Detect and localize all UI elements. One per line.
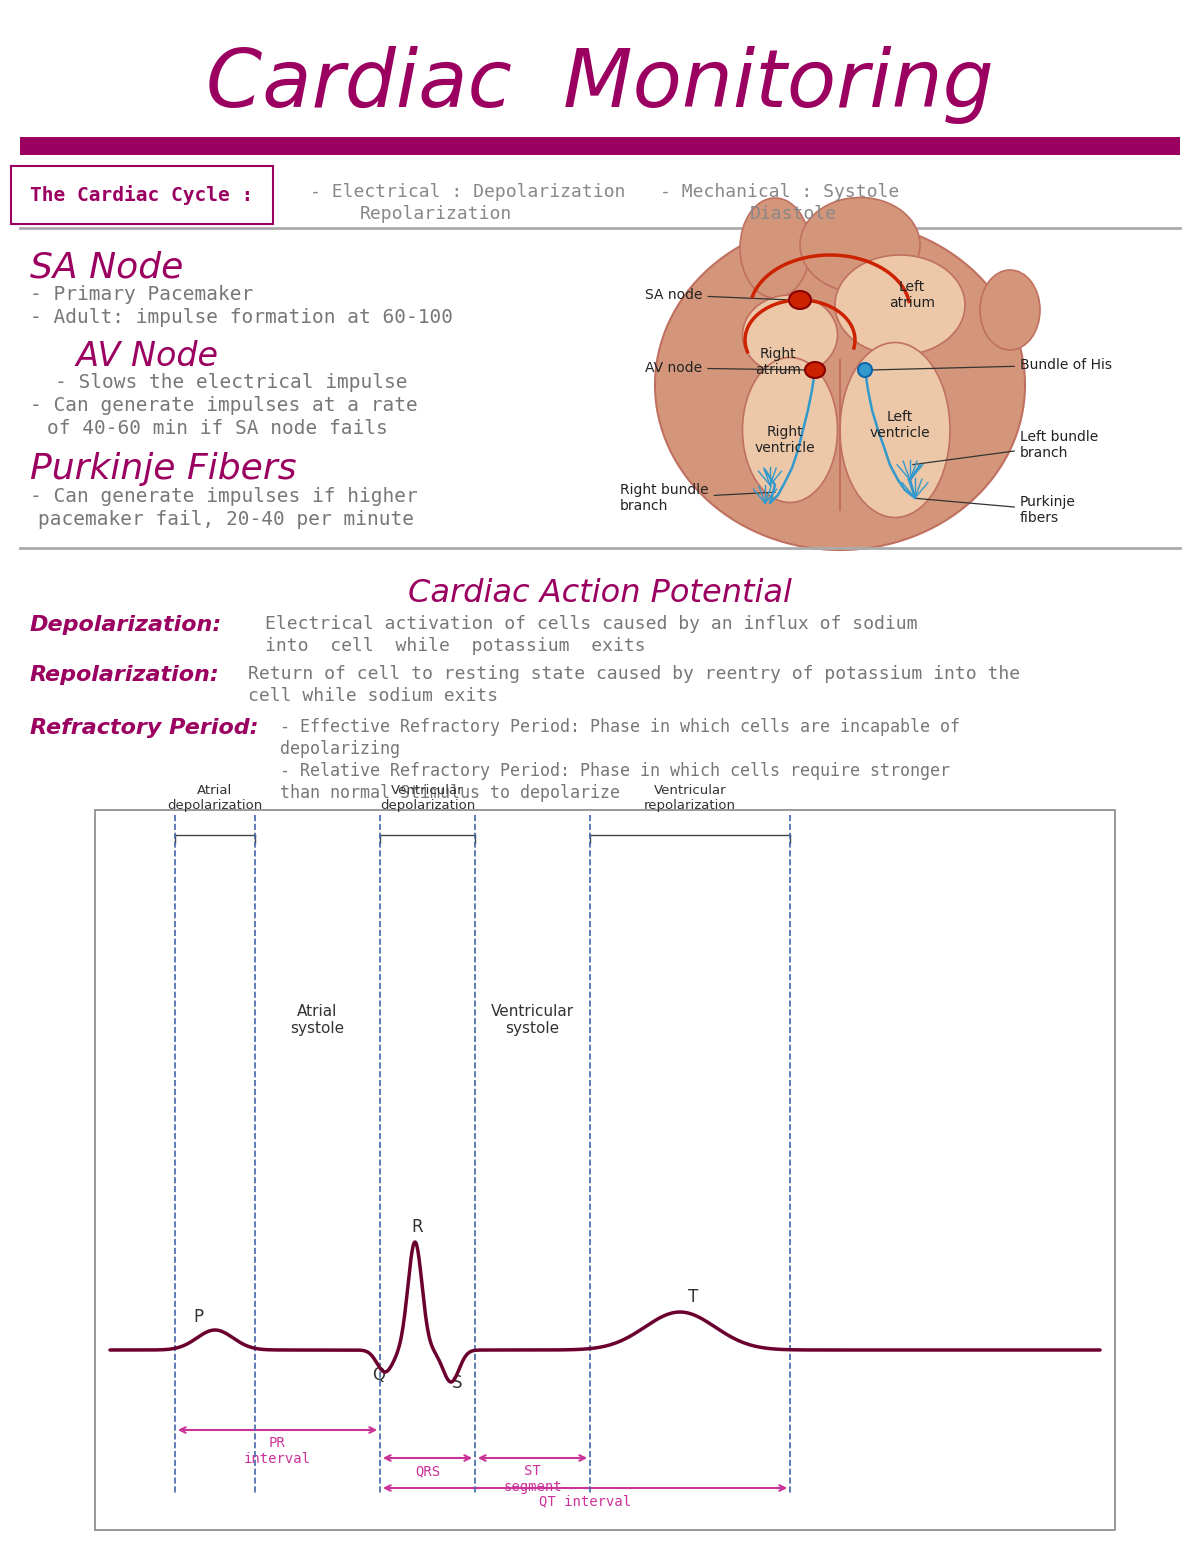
Text: Left bundle
branch: Left bundle branch <box>913 429 1098 465</box>
Text: Diastole: Diastole <box>750 205 838 223</box>
Text: depolarizing: depolarizing <box>280 739 400 758</box>
Text: Return of cell to resting state caused by reentry of potassium into the: Return of cell to resting state caused b… <box>248 665 1020 684</box>
Text: AV node: AV node <box>646 361 804 375</box>
Text: - Can generate impulses if higher: - Can generate impulses if higher <box>30 487 418 505</box>
Text: QT interval: QT interval <box>539 1494 631 1508</box>
Text: Right
atrium: Right atrium <box>755 347 802 377</box>
Text: The Cardiac Cycle :: The Cardiac Cycle : <box>30 184 253 205</box>
Text: Electrical activation of cells caused by an influx of sodium: Electrical activation of cells caused by… <box>265 615 918 632</box>
Text: cell while sodium exits: cell while sodium exits <box>248 687 498 705</box>
Text: - Adult: impulse formation at 60-100: - Adult: impulse formation at 60-100 <box>30 308 454 327</box>
Text: - Effective Refractory Period: Phase in which cells are incapable of: - Effective Refractory Period: Phase in … <box>280 718 960 736</box>
Text: Left
ventricle: Left ventricle <box>870 409 930 440</box>
Text: - Relative Refractory Period: Phase in which cells require stronger: - Relative Refractory Period: Phase in w… <box>280 763 950 780</box>
Text: SA node: SA node <box>646 288 790 302</box>
Text: - Electrical : Depolarization: - Electrical : Depolarization <box>310 183 625 202</box>
Ellipse shape <box>743 358 838 502</box>
Text: P: P <box>193 1308 203 1325</box>
Text: Atrial
depolarization: Atrial depolarization <box>167 784 263 812</box>
Ellipse shape <box>790 291 811 308</box>
Text: than normal Stimulus to depolarize: than normal Stimulus to depolarize <box>280 784 620 801</box>
Bar <box>20 136 1180 155</box>
Text: T: T <box>688 1288 698 1307</box>
Ellipse shape <box>740 198 810 298</box>
Text: Right
ventricle: Right ventricle <box>755 425 815 456</box>
Text: into  cell  while  potassium  exits: into cell while potassium exits <box>265 637 646 656</box>
Ellipse shape <box>805 363 826 378</box>
Text: Ventricular
repolarization: Ventricular repolarization <box>644 784 736 812</box>
Text: R: R <box>410 1218 422 1235</box>
Ellipse shape <box>980 270 1040 350</box>
Text: AV Node: AV Node <box>55 339 218 374</box>
Text: Purkinje
fibers: Purkinje fibers <box>914 494 1076 525</box>
Ellipse shape <box>800 197 920 293</box>
Ellipse shape <box>743 294 838 375</box>
Text: Repolarization:: Repolarization: <box>30 665 220 685</box>
Circle shape <box>858 363 872 377</box>
Text: Bundle of His: Bundle of His <box>872 358 1112 372</box>
Text: Cardiac Action Potential: Cardiac Action Potential <box>408 578 792 609</box>
Text: - Slows the electrical impulse: - Slows the electrical impulse <box>55 374 408 392</box>
Text: ST
segment: ST segment <box>503 1465 562 1494</box>
Text: PR
interval: PR interval <box>244 1435 311 1466</box>
Bar <box>95 811 1115 1530</box>
Text: Repolarization: Repolarization <box>360 205 512 223</box>
Text: Atrial
systole: Atrial systole <box>290 1004 344 1037</box>
Ellipse shape <box>655 220 1025 550</box>
Ellipse shape <box>840 343 950 518</box>
Text: - Primary Pacemaker: - Primary Pacemaker <box>30 285 253 304</box>
Text: - Mechanical : Systole: - Mechanical : Systole <box>660 183 899 202</box>
Text: SA Node: SA Node <box>30 250 184 284</box>
Text: Q: Q <box>372 1366 385 1384</box>
Text: QRS: QRS <box>415 1465 440 1479</box>
Text: pacemaker fail, 20-40 per minute: pacemaker fail, 20-40 per minute <box>38 510 414 529</box>
Text: Refractory Period:: Refractory Period: <box>30 718 258 738</box>
Text: Cardiac  Monitoring: Cardiac Monitoring <box>206 46 994 124</box>
Text: S: S <box>452 1373 462 1392</box>
Ellipse shape <box>835 256 965 355</box>
Text: Ventricular
depolarization: Ventricular depolarization <box>380 784 475 812</box>
Text: Right bundle
branch: Right bundle branch <box>620 484 775 513</box>
Text: - Can generate impulses at a rate: - Can generate impulses at a rate <box>30 395 418 415</box>
Text: of 40-60 min if SA node fails: of 40-60 min if SA node fails <box>47 418 388 439</box>
Text: Purkinje Fibers: Purkinje Fibers <box>30 453 296 487</box>
Text: Depolarization:: Depolarization: <box>30 615 222 636</box>
Text: Ventricular
systole: Ventricular systole <box>491 1004 574 1037</box>
Text: Left
atrium: Left atrium <box>889 281 935 310</box>
